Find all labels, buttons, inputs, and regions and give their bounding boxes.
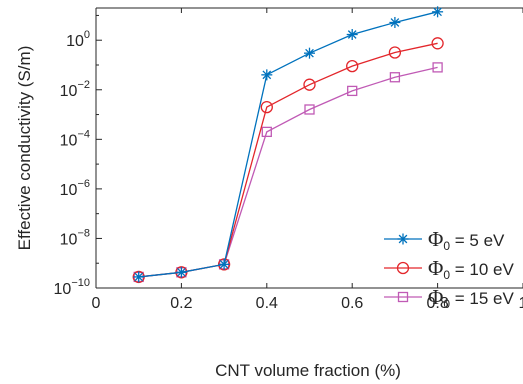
series-layer (132, 6, 444, 284)
data-point (397, 233, 409, 245)
x-tick-label: 1 (519, 295, 523, 312)
data-point (261, 69, 273, 81)
x-axis-label: CNT volume fraction (%) (215, 361, 401, 380)
series-line (138, 66, 438, 278)
data-point (432, 6, 444, 18)
legend: Φ0 = 5 eV Φ0 = 10 eV Φ0 = 15 eV (384, 227, 515, 311)
data-point (304, 47, 315, 59)
data-point (218, 258, 230, 270)
data-point (347, 85, 358, 97)
data-point (260, 100, 273, 114)
data-point (389, 72, 401, 83)
x-tick-label: 0.4 (256, 295, 278, 312)
x-tick-label: 0.8 (426, 295, 448, 312)
asterisk-stroke (262, 70, 272, 80)
asterisk-stroke (347, 30, 357, 39)
data-point (396, 261, 410, 275)
legend-label: Φ0 = 5 eV (428, 227, 505, 253)
series-asterisk (133, 6, 444, 283)
asterisk-stroke (398, 234, 408, 244)
y-tick-label: 10−8 (60, 227, 90, 248)
y-tick-label: 10−10 (54, 277, 90, 298)
data-point (175, 266, 187, 278)
data-point (346, 29, 358, 41)
x-tick-label: 0 (92, 295, 101, 312)
asterisk-stroke (433, 7, 442, 17)
asterisk-stroke (219, 260, 229, 269)
data-point (397, 291, 409, 303)
series-line (138, 11, 438, 278)
y-tick-label: 10−6 (60, 178, 90, 199)
legend-label: Φ0 = 10 eV (428, 256, 515, 282)
y-axis-label: Effective conductivity (S/m) (15, 46, 34, 251)
asterisk-stroke (305, 48, 314, 58)
legend-label: Φ0 = 15 eV (428, 285, 515, 311)
asterisk-stroke (390, 18, 400, 27)
legend-item: Φ0 = 15 eV (384, 285, 515, 311)
series-circle (132, 37, 444, 284)
data-point (389, 16, 401, 28)
y-tick-label: 100 (66, 29, 90, 50)
data-point (388, 46, 402, 59)
data-point (346, 59, 359, 73)
data-point (304, 104, 315, 115)
asterisk-stroke (177, 267, 186, 277)
asterisk-stroke (134, 272, 144, 282)
data-point (133, 271, 145, 283)
data-point (303, 78, 316, 91)
data-point (261, 126, 272, 138)
axes: 0 0.2 0.4 0.6 0.8 1 100 10−2 10−4 10−6 10−8 10−10 (54, 7, 523, 312)
y-tick-label: 10−2 (60, 79, 90, 100)
x-tick-label: 0.2 (170, 295, 192, 312)
data-point (431, 37, 444, 50)
legend-item: Φ0 = 10 eV (384, 256, 515, 282)
legend-item: Φ0 = 5 eV (384, 227, 505, 253)
y-tick-label: 10−4 (60, 128, 90, 149)
x-tick-label: 0.6 (341, 295, 363, 312)
data-point (432, 62, 443, 73)
